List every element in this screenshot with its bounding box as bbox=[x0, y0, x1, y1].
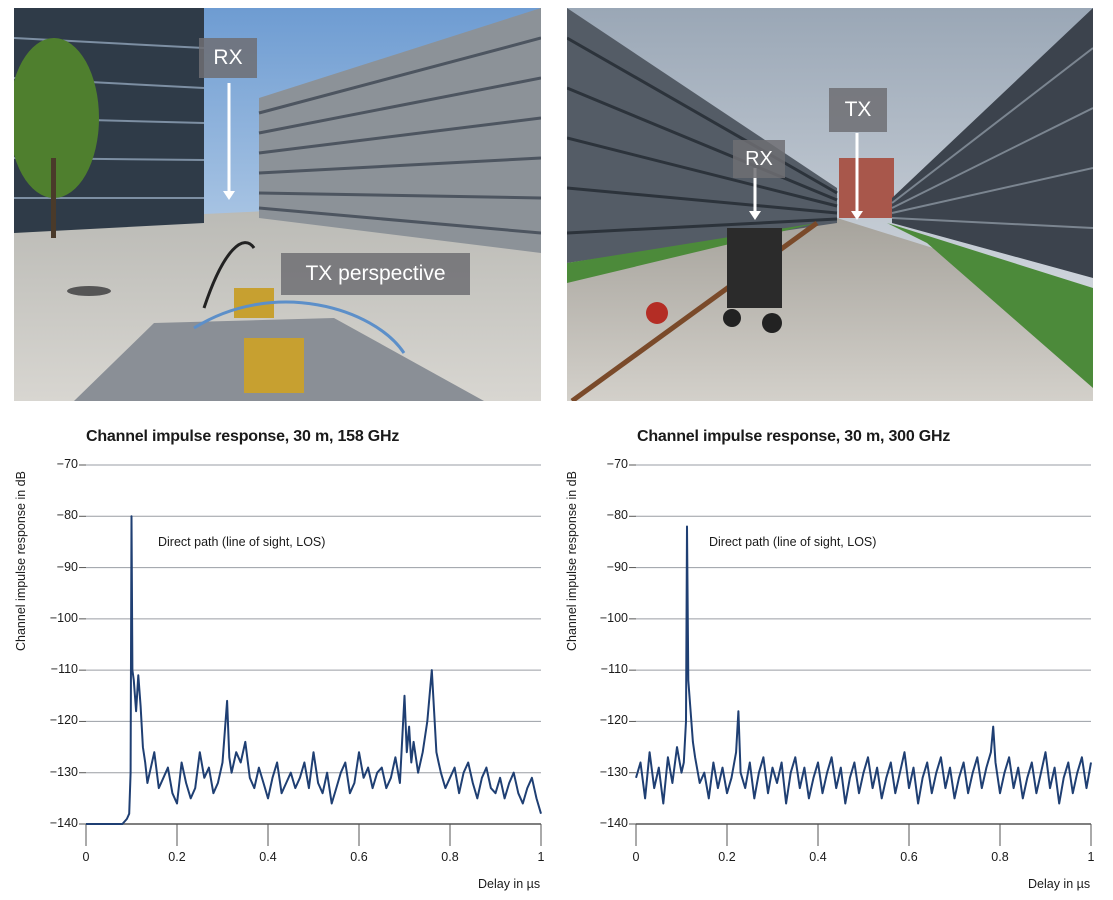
los-annotation: Direct path (line of sight, LOS) bbox=[709, 535, 877, 549]
y-tick-label: −100 bbox=[49, 610, 78, 625]
x-tick-label: 0 bbox=[82, 850, 90, 864]
y-tick-label: −120 bbox=[599, 713, 628, 728]
x-tick-label: 0 bbox=[632, 850, 640, 864]
chart-title: Channel impulse response, 30 m, 158 GHz bbox=[86, 428, 400, 445]
x-tick-label: 1 bbox=[1087, 850, 1095, 864]
impulse-response-series bbox=[86, 515, 542, 825]
rx-label: RX bbox=[199, 38, 257, 78]
y-tick-label: −90 bbox=[606, 559, 628, 574]
los-annotation: Direct path (line of sight, LOS) bbox=[158, 535, 326, 549]
y-tick-label: −70 bbox=[56, 457, 78, 471]
y-tick-label: −90 bbox=[56, 559, 78, 574]
y-tick-label: −130 bbox=[49, 764, 78, 779]
y-tick-label: −130 bbox=[599, 764, 628, 779]
street-measurement-photo: RX TX bbox=[567, 8, 1093, 401]
y-tick-label: −100 bbox=[599, 610, 628, 625]
tx-label: TX bbox=[829, 88, 887, 132]
y-tick-label: −110 bbox=[600, 662, 628, 677]
x-tick-label: 0.2 bbox=[168, 850, 186, 864]
x-tick-label: 0.6 bbox=[900, 850, 918, 864]
impulse-response-chart-158ghz: Channel impulse response, 30 m, 158 GHz C… bbox=[14, 428, 545, 891]
y-tick-label: −140 bbox=[49, 816, 78, 830]
y-tick-label: −80 bbox=[56, 508, 78, 523]
x-tick-label: 0.2 bbox=[718, 850, 736, 864]
x-tick-label: 1 bbox=[537, 850, 545, 864]
rx-label: RX bbox=[733, 140, 785, 178]
x-axis-label: Delay in µs bbox=[1028, 877, 1091, 891]
y-tick-label: −120 bbox=[49, 713, 78, 728]
x-axis-label: Delay in µs bbox=[478, 877, 541, 891]
y-tick-label: −80 bbox=[606, 508, 628, 523]
plot-area bbox=[79, 464, 542, 846]
y-tick-label: −140 bbox=[599, 816, 628, 830]
x-tick-label: 0.4 bbox=[809, 850, 827, 864]
x-tick-label: 0.4 bbox=[259, 850, 277, 864]
x-tick-label: 0.8 bbox=[991, 850, 1009, 864]
tx-perspective-photo: RX TX perspective bbox=[14, 8, 541, 401]
tx-perspective-label: TX perspective bbox=[281, 253, 470, 295]
y-tick-label: −70 bbox=[606, 457, 628, 471]
y-tick-label: −110 bbox=[50, 662, 78, 677]
x-tick-label: 0.8 bbox=[441, 850, 459, 864]
impulse-response-series bbox=[635, 525, 1092, 805]
chart-title: Channel impulse response, 30 m, 300 GHz bbox=[637, 428, 951, 445]
x-tick-label: 0.6 bbox=[350, 850, 368, 864]
